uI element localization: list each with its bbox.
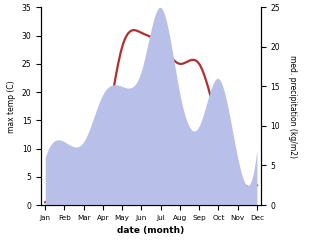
- Y-axis label: med. precipitation (kg/m2): med. precipitation (kg/m2): [288, 55, 297, 158]
- Y-axis label: max temp (C): max temp (C): [7, 80, 16, 133]
- X-axis label: date (month): date (month): [117, 226, 185, 235]
